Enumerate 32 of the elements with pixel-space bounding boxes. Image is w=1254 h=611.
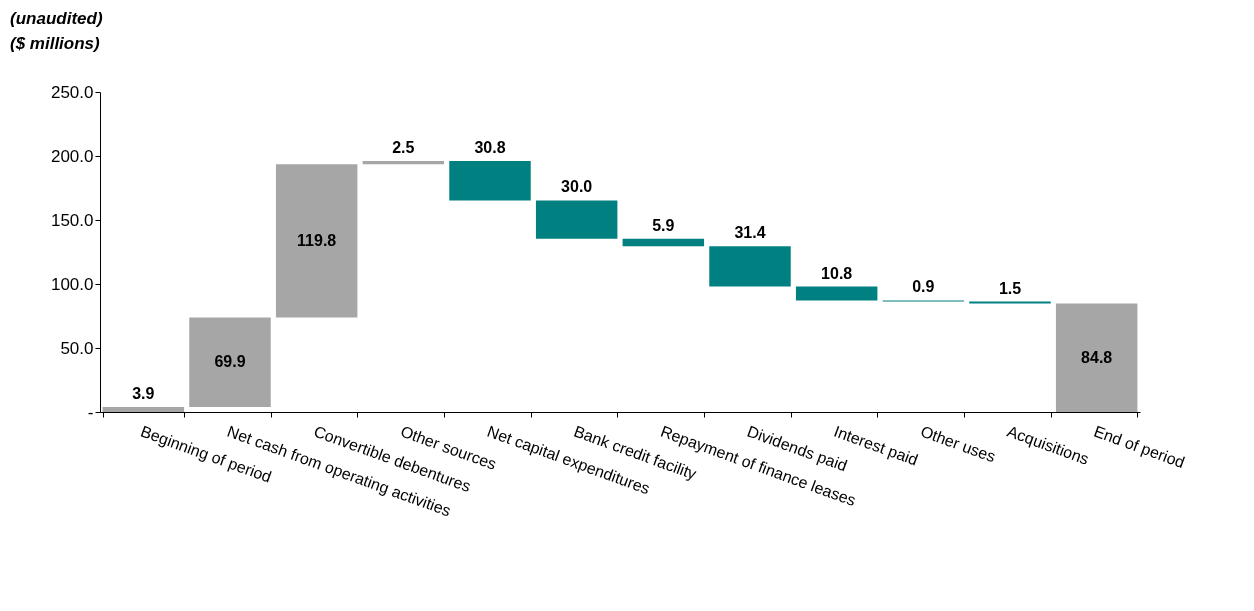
- bar: [275, 164, 358, 318]
- data-label: 10.8: [821, 264, 853, 282]
- data-label: 119.8: [297, 231, 337, 249]
- y-tick-label: 100.0: [50, 274, 94, 294]
- data-label: 31.4: [734, 224, 766, 242]
- bar: [622, 238, 705, 247]
- data-label: 30.0: [561, 178, 593, 196]
- bar: [709, 246, 791, 287]
- data-label: 84.8: [1081, 348, 1113, 366]
- data-label: 2.5: [392, 138, 415, 156]
- x-tick-label: End of period: [1091, 422, 1187, 472]
- data-label: 69.9: [214, 353, 246, 371]
- bar: [189, 317, 271, 408]
- data-label: 5.9: [652, 216, 675, 234]
- data-label: 30.8: [474, 138, 506, 156]
- y-tick-label: 200.0: [50, 146, 94, 166]
- y-tick-label: 250.0: [50, 82, 94, 102]
- y-tick-label: 50.0: [60, 338, 94, 358]
- chart-title: (unaudited): [10, 9, 103, 28]
- data-label: 0.9: [912, 278, 935, 296]
- y-tick-label: -: [87, 402, 94, 422]
- bar: [449, 160, 531, 201]
- chart-subtitle: ($ millions): [10, 34, 101, 53]
- data-label: 3.9: [132, 385, 155, 403]
- bar: [362, 160, 445, 165]
- bar: [535, 200, 618, 239]
- bar: [795, 286, 878, 301]
- bar: [1055, 303, 1138, 412]
- y-tick-label: 150.0: [50, 210, 94, 230]
- data-label: 1.5: [998, 279, 1022, 297]
- x-tick-label: Other uses: [918, 422, 998, 466]
- bar: [102, 407, 185, 412]
